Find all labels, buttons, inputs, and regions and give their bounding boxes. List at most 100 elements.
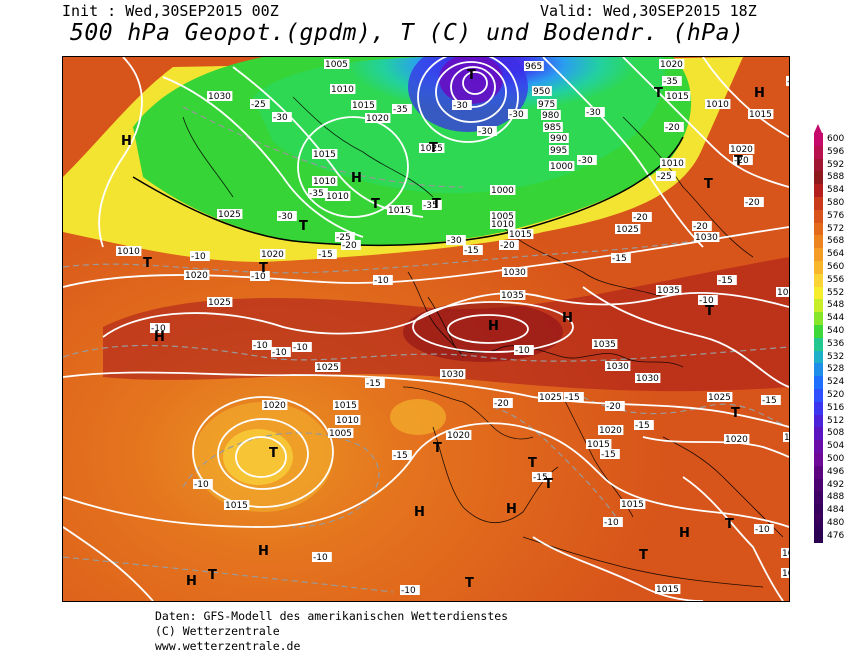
svg-text:-25: -25 xyxy=(657,172,672,182)
pressure-label: 1005 xyxy=(490,211,516,222)
svg-text:-15: -15 xyxy=(393,451,408,461)
svg-text:-10: -10 xyxy=(293,343,308,353)
temperature-label: -10 xyxy=(150,323,170,334)
svg-text:1015: 1015 xyxy=(587,440,610,450)
legend-row: 528 xyxy=(814,363,850,377)
legend-row: 484 xyxy=(814,504,850,517)
svg-text:1020: 1020 xyxy=(261,250,284,260)
pressure-label: 1000 xyxy=(490,185,516,196)
temperature-label: -30 xyxy=(508,109,528,120)
temperature-label: -35 xyxy=(308,188,328,199)
pressure-label: 1030 xyxy=(207,91,233,102)
low-pressure-marker: T xyxy=(143,256,152,271)
svg-text:-20: -20 xyxy=(745,198,760,208)
legend-row: 480 xyxy=(814,516,850,530)
svg-text:1015: 1015 xyxy=(656,585,679,595)
legend-value: 528 xyxy=(827,364,845,375)
legend-value: 532 xyxy=(827,351,845,362)
svg-text:-30: -30 xyxy=(453,101,468,111)
svg-text:1015: 1015 xyxy=(225,501,248,511)
pressure-label: 985 xyxy=(543,122,563,133)
temperature-label: -15 xyxy=(611,253,631,264)
pressure-label: 1020 xyxy=(729,144,755,155)
svg-text:-20: -20 xyxy=(342,241,357,251)
temperature-label: -30 xyxy=(277,211,297,222)
svg-text:-30: -30 xyxy=(273,113,288,123)
legend-row: 496 xyxy=(814,465,850,479)
svg-text:-35: -35 xyxy=(423,201,438,211)
svg-text:1015: 1015 xyxy=(782,569,789,579)
legend-swatch xyxy=(814,145,823,159)
svg-text:-10: -10 xyxy=(604,518,619,528)
high-pressure-marker: H xyxy=(754,86,765,101)
high-pressure-marker: H xyxy=(121,134,132,149)
pressure-label: 1010 xyxy=(490,219,516,230)
svg-text:-10: -10 xyxy=(755,525,770,535)
pressure-label: 1010 xyxy=(116,246,142,257)
temperature-label: -10 xyxy=(514,345,534,356)
svg-text:1010: 1010 xyxy=(491,220,514,230)
pressure-label: 1005 xyxy=(328,428,354,439)
high-pressure-marker: H xyxy=(562,311,573,326)
pressure-label: 1030 xyxy=(440,369,466,380)
temperature-label: -10 xyxy=(190,251,210,262)
svg-text:1015: 1015 xyxy=(621,500,644,510)
svg-text:-10: -10 xyxy=(272,348,287,358)
legend-swatch xyxy=(814,427,823,441)
pressure-label: 1020 xyxy=(365,113,391,124)
svg-text:1015: 1015 xyxy=(352,101,375,111)
pressure-label: 1010 xyxy=(325,191,351,202)
svg-text:1025: 1025 xyxy=(616,225,639,235)
legend-swatch xyxy=(814,491,823,505)
legend-value: 592 xyxy=(827,159,845,170)
legend-swatch xyxy=(814,465,823,479)
high-pressure-marker: H xyxy=(351,171,362,186)
legend-swatch xyxy=(814,529,823,543)
temperature-label: -15 xyxy=(564,392,584,403)
legend-row: 488 xyxy=(814,491,850,505)
pressure-label: 1035 xyxy=(592,339,618,350)
legend-value: 492 xyxy=(827,479,845,490)
svg-text:1015: 1015 xyxy=(784,433,789,443)
low-pressure-marker: T xyxy=(465,576,474,591)
temperature-label: -30 xyxy=(446,235,466,246)
footer-source: Daten: GFS-Modell des amerikanischen Wet… xyxy=(155,609,509,623)
pressure-label: 1025 xyxy=(419,143,445,154)
legend-row: 596 xyxy=(814,145,850,159)
legend-row: 588 xyxy=(814,171,850,185)
legend-row: 548 xyxy=(814,299,850,313)
pressure-label: 965 xyxy=(524,61,544,72)
pressure-label: 1035 xyxy=(500,290,526,301)
low-pressure-marker: T xyxy=(654,86,663,101)
temperature-label: -30 xyxy=(585,107,605,118)
pressure-label: 1025 xyxy=(615,224,641,235)
svg-text:1000: 1000 xyxy=(550,162,573,172)
low-pressure-marker: T xyxy=(371,197,380,212)
pressure-label: 1010 xyxy=(330,84,356,95)
temperature-label: -20 xyxy=(692,221,712,232)
legend-value: 584 xyxy=(827,185,845,196)
high-pressure-marker: H xyxy=(414,505,425,520)
legend-row: 572 xyxy=(814,222,850,236)
pressure-label: 1010 xyxy=(312,176,338,187)
svg-text:-15: -15 xyxy=(612,254,627,264)
svg-text:1030: 1030 xyxy=(636,374,659,384)
svg-text:-15: -15 xyxy=(318,250,333,260)
svg-text:1010: 1010 xyxy=(661,159,684,169)
low-pressure-marker: T xyxy=(544,477,553,492)
pressure-label: 1015 xyxy=(351,100,377,111)
legend-swatch xyxy=(814,171,823,185)
pressure-label: 1015 xyxy=(387,205,413,216)
map-labels: 1005 1020 1025 1030 1010 1015 1020 1015 1010 1015… xyxy=(116,59,789,596)
pressure-label: 1025 xyxy=(707,392,733,403)
svg-text:1020: 1020 xyxy=(660,60,683,70)
temperature-label: -15 xyxy=(365,378,385,389)
low-pressure-marker: T xyxy=(429,141,438,156)
low-pressure-marker: T xyxy=(467,68,476,83)
pressure-label: 1020 xyxy=(446,430,472,441)
legend-value: 544 xyxy=(827,313,845,324)
temperature-label: -15 xyxy=(532,472,552,483)
svg-text:-10: -10 xyxy=(313,553,328,563)
footer-website[interactable]: www.wetterzentrale.de xyxy=(155,639,301,653)
legend-swatch xyxy=(814,248,823,261)
